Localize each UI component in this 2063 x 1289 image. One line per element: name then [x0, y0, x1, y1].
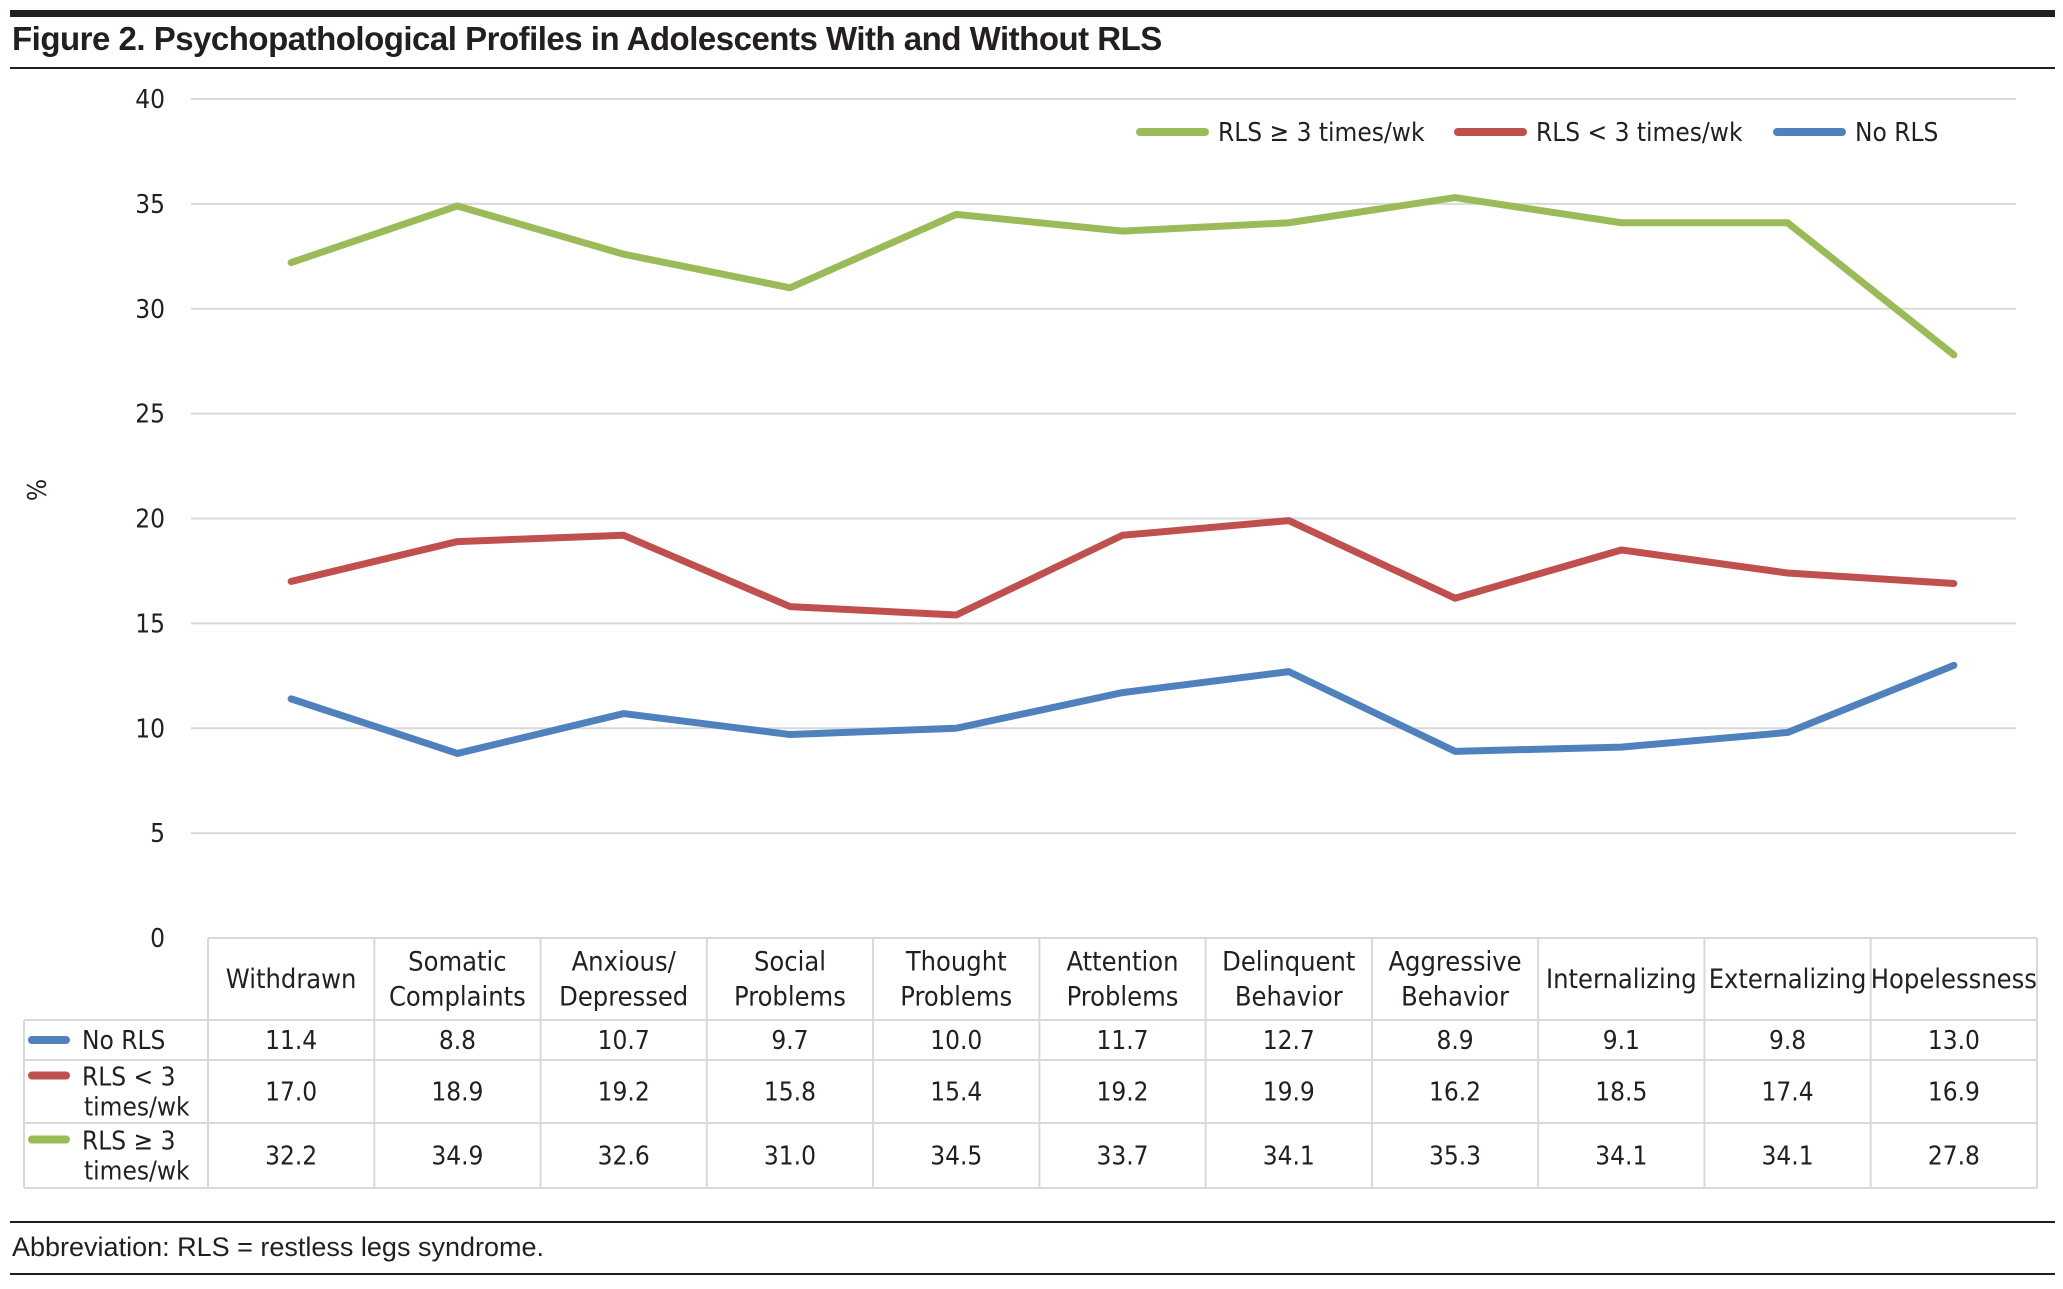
data-label: 18.5 [1595, 1078, 1647, 1108]
category-label: Withdrawn [226, 964, 357, 995]
data-label: 31.0 [764, 1142, 816, 1172]
data-label: 17.4 [1762, 1078, 1814, 1108]
data-label: 16.2 [1429, 1078, 1481, 1108]
category-label: Behavior [1235, 982, 1343, 1013]
data-label: 10.7 [598, 1026, 650, 1056]
data-label: 33.7 [1096, 1142, 1148, 1172]
category-label: Behavior [1401, 982, 1509, 1013]
data-label: 34.1 [1762, 1142, 1814, 1172]
data-label: 34.5 [930, 1142, 982, 1172]
row-label: times/wk [84, 1157, 190, 1187]
y-tick-label: 10 [135, 714, 165, 744]
row-label: times/wk [84, 1093, 190, 1123]
data-label: 27.8 [1928, 1142, 1980, 1172]
y-tick-label: 20 [135, 505, 165, 535]
data-label: 32.2 [265, 1142, 317, 1172]
y-tick-label: 40 [135, 85, 165, 115]
data-label: 35.3 [1429, 1142, 1481, 1172]
data-label: 15.4 [930, 1078, 982, 1108]
y-tick-label: 35 [135, 190, 165, 220]
category-label: Delinquent [1222, 947, 1355, 978]
series-line-2 [287, 194, 1958, 359]
category-label: Somatic [408, 947, 506, 978]
footnote-rule-bottom [10, 1273, 2055, 1275]
data-label: 9.7 [771, 1026, 808, 1056]
y-tick-label: 25 [135, 400, 165, 430]
title-rule [10, 67, 2055, 69]
category-label: Problems [734, 982, 846, 1013]
category-label: Thought [905, 947, 1007, 978]
data-label: 16.9 [1928, 1078, 1980, 1108]
data-label: 8.9 [1436, 1026, 1473, 1056]
data-label: 9.8 [1769, 1026, 1806, 1056]
category-label: Aggressive [1388, 947, 1521, 978]
data-label: 11.7 [1096, 1026, 1148, 1056]
footnote: Abbreviation: RLS = restless legs syndro… [12, 1232, 544, 1262]
category-label: Problems [900, 982, 1012, 1013]
y-tick-label: 5 [150, 819, 165, 849]
data-label: 9.1 [1603, 1026, 1640, 1056]
category-label: Hopelessness [1871, 964, 2037, 995]
category-label: Complaints [389, 982, 526, 1013]
data-label: 13.0 [1928, 1026, 1980, 1056]
category-label: Depressed [559, 982, 688, 1013]
data-label: 15.8 [764, 1078, 816, 1108]
data-label: 19.9 [1263, 1078, 1315, 1108]
series-line-1 [287, 517, 1958, 619]
figure-title: Figure 2. Psychopathological Profiles in… [12, 20, 1162, 57]
category-label: Social [754, 947, 826, 978]
category-label: Externalizing [1709, 964, 1867, 995]
data-label: 11.4 [265, 1026, 317, 1056]
legend-label: No RLS [1855, 118, 1938, 148]
top-rule [10, 10, 2055, 17]
data-label: 18.9 [431, 1078, 483, 1108]
category-label: Anxious/ [572, 947, 677, 978]
data-label: 32.6 [598, 1142, 650, 1172]
data-label: 17.0 [265, 1078, 317, 1108]
row-label: No RLS [82, 1026, 165, 1056]
data-label: 12.7 [1263, 1026, 1315, 1056]
y-tick-label: 30 [135, 295, 165, 325]
y-axis-label: % [23, 479, 53, 501]
data-label: 34.1 [1263, 1142, 1315, 1172]
row-label: RLS ≥ 3 [82, 1127, 175, 1157]
category-label: Internalizing [1546, 964, 1697, 995]
category-label: Problems [1067, 982, 1179, 1013]
y-tick-label: 15 [135, 609, 165, 639]
data-label: 8.8 [439, 1026, 476, 1056]
data-label: 34.1 [1595, 1142, 1647, 1172]
row-label: RLS < 3 [82, 1063, 175, 1093]
legend-label: RLS < 3 times/wk [1536, 118, 1743, 148]
legend-label: RLS ≥ 3 times/wk [1218, 118, 1425, 148]
series-line-0 [287, 661, 1958, 757]
y-tick-label: 0 [150, 924, 165, 954]
data-label: 19.2 [1096, 1078, 1148, 1108]
footnote-rule-top [10, 1221, 2055, 1223]
category-label: Attention [1066, 947, 1178, 978]
data-label: 19.2 [598, 1078, 650, 1108]
data-label: 34.9 [431, 1142, 483, 1172]
data-label: 10.0 [930, 1026, 982, 1056]
